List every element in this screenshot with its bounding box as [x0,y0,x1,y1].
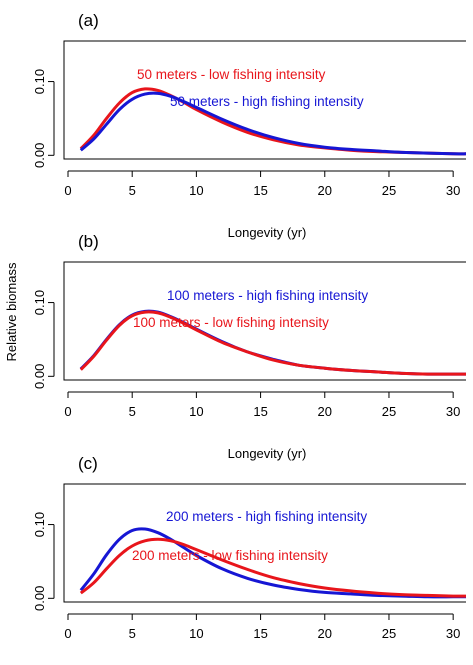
series-label: 50 meters - high fishing intensity [170,94,364,109]
series-line [79,537,466,598]
x-axis-label: Longevity (yr) [228,446,307,461]
panel-a: (a) 0 5 10 15 20 25 30 Longevity (yr) 0.00 0.10 50… [32,11,466,240]
y-tick-label: 0.10 [32,290,47,315]
y-tick-label: 0.00 [32,586,47,611]
x-tick-label: 25 [382,626,396,641]
x-tick-label: 20 [318,404,332,419]
series-label: 100 meters - low fishing intensity [133,315,329,330]
x-tick-label: 30 [446,626,460,641]
series-label: 200 meters - low fishing intensity [132,548,328,563]
x-tick-label: 5 [129,626,136,641]
series-line [79,310,466,376]
plot-frame [63,261,466,381]
x-tick-label: 15 [253,404,267,419]
panel-b: (b) 0 5 10 15 20 25 30 Longevity (yr) 0.00 0.10 10… [32,232,466,461]
series-label: 100 meters - high fishing intensity [167,288,368,303]
x-tick-label: 10 [189,183,203,198]
x-axis-label: Longevity (yr) [228,225,307,240]
x-tick-label: 0 [64,404,71,419]
x-tick-label: 30 [446,183,460,198]
x-tick-label: 5 [129,404,136,419]
x-tick-label: 15 [253,183,267,198]
y-tick-label: 0.00 [32,143,47,168]
series-label: 200 meters - high fishing intensity [166,509,367,524]
series-line [79,91,466,156]
x-tick-label: 5 [129,183,136,198]
x-tick-label: 20 [318,626,332,641]
x-tick-label: 25 [382,183,396,198]
panel-label-c: (c) [78,454,98,473]
panel-label-b: (b) [78,232,99,251]
y-tick-label: 0.10 [32,512,47,537]
x-tick-label: 20 [318,183,332,198]
x-tick-label: 0 [64,183,71,198]
x-tick-label: 15 [253,626,267,641]
x-tick-label: 10 [189,626,203,641]
y-tick-label: 0.10 [32,69,47,94]
series-line [79,527,466,599]
plot-frame [63,483,466,603]
series-label: 50 meters - low fishing intensity [137,67,326,82]
y-tick-label: 0.00 [32,364,47,389]
x-tick-label: 0 [64,626,71,641]
x-tick-label: 25 [382,404,396,419]
x-tick-label: 30 [446,404,460,419]
x-tick-label: 10 [189,404,203,419]
panel-label-a: (a) [78,11,99,30]
y-axis-label: Relative biomass [4,262,19,361]
plot-frame [63,40,466,160]
